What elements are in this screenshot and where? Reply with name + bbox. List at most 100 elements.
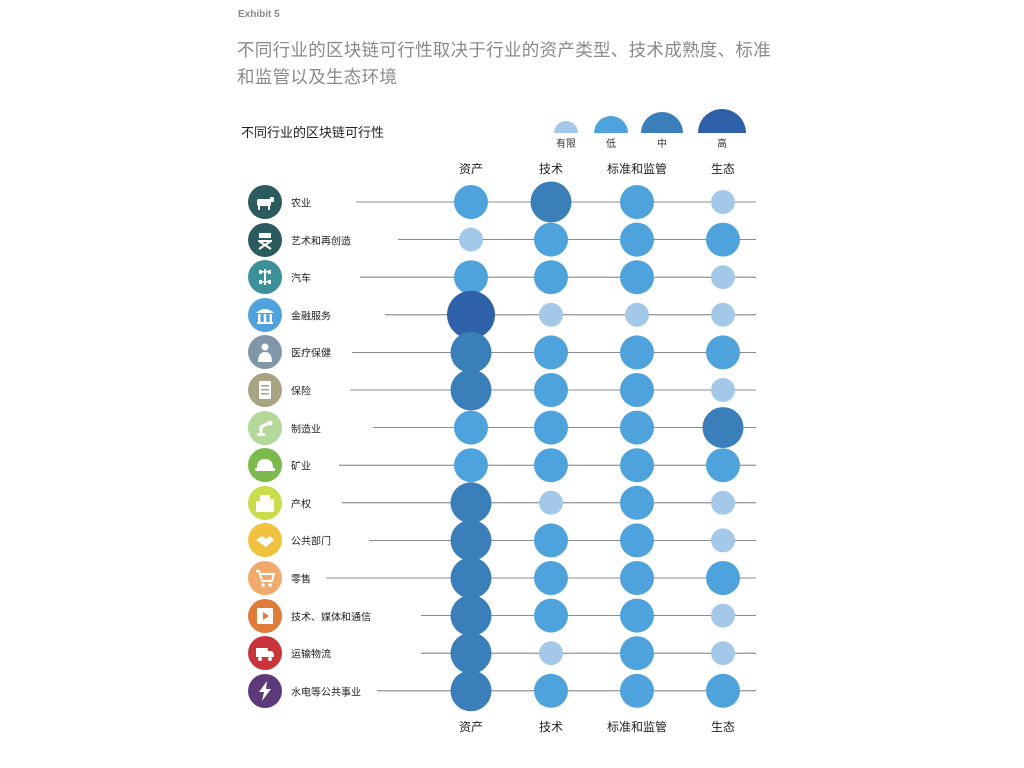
bubble-13-0 [450,670,492,712]
row-label: 产权 [291,499,311,511]
media-icon [248,598,282,633]
bubble-9-3 [711,528,735,553]
bubble-12-3 [711,641,735,666]
bubble-11-1 [534,598,568,633]
column-header-top-1: 技术 [538,162,564,176]
legend-swatch-low [594,116,628,133]
bubble-2-3 [711,265,735,290]
bubble-4-1 [534,335,568,370]
bubble-0-1 [530,181,572,223]
bubble-13-1 [534,673,568,708]
bubble-3-1 [539,302,563,327]
bubble-13-3 [706,673,740,708]
robot-arm-icon [248,410,282,445]
doctor-icon [248,335,282,370]
row-label: 农业 [291,198,311,210]
row-label: 医疗保健 [291,348,331,360]
bubble-1-3 [706,222,740,257]
bubble-3-0 [447,290,495,339]
bubble-10-0 [450,557,492,599]
handshake-icon [248,523,282,558]
bubble-10-1 [534,561,568,595]
row-label: 制造业 [291,424,321,436]
bubble-7-2 [620,448,654,483]
legend-label-limited: 有限 [556,139,576,150]
bubble-13-2 [620,673,654,708]
legend-label-mid: 中 [657,139,667,150]
row-label: 艺术和再创造 [291,236,351,248]
bubble-12-2 [620,636,654,671]
row-label: 金融服务 [291,311,331,323]
page-title: 不同行业的区块链可行性取决于行业的资产类型、技术成熟度、标准和监管以及生态环境 [237,41,771,88]
bubble-3-2 [625,302,649,327]
bubble-11-3 [711,603,735,628]
bubble-12-0 [450,632,492,674]
row-label: 汽车 [291,273,311,285]
bubble-1-2 [620,222,654,257]
row-label: 水电等公共事业 [291,687,361,699]
bubble-6-2 [620,410,654,445]
bubble-7-3 [706,448,740,483]
lightning-icon [248,673,282,708]
bubble-4-0 [450,331,492,373]
bubble-0-0 [454,185,488,219]
bubble-10-3 [706,561,740,595]
bubble-9-2 [620,523,654,558]
column-header-bottom-1: 技术 [538,720,564,734]
bubble-6-3 [702,407,744,449]
bubble-3-3 [711,302,735,327]
bubble-1-1 [534,222,568,257]
cart-icon [248,561,282,595]
chart-subtitle: 不同行业的区块链可行性 [241,126,385,141]
bubble-7-1 [534,448,568,483]
bubble-2-2 [620,260,654,295]
bubble-8-3 [711,490,735,515]
building-icon [248,485,282,520]
director-chair-icon [248,222,282,257]
document-icon [248,373,282,407]
legend-swatch-limited [554,121,578,133]
bubble-2-0 [454,260,488,295]
bubble-4-3 [706,335,740,370]
hard-hat-icon [248,448,282,483]
row-label: 保险 [291,386,311,398]
bubble-8-1 [539,490,563,515]
column-header-top-0: 资产 [458,162,484,176]
bubble-8-0 [450,482,492,524]
bank-icon [248,297,282,332]
truck-icon [248,636,282,671]
legend-swatch-mid [641,112,683,133]
bubble-0-2 [620,185,654,219]
legend-swatch-high [698,109,746,133]
row-label: 公共部门 [291,536,331,548]
bubble-5-2 [620,373,654,407]
bubble-2-1 [534,260,568,295]
bubble-6-0 [454,410,488,445]
bubble-10-2 [620,561,654,595]
row-label: 技术、媒体和通信 [291,612,371,624]
bubble-5-0 [450,369,492,411]
bubble-7-0 [454,448,488,483]
exhibit-label: Exhibit 5 [238,9,280,20]
bubble-5-3 [711,378,735,402]
bubble-9-0 [450,519,492,561]
column-header-bottom-2: 标准和监管 [606,720,668,734]
row-label: 运输物流 [291,649,331,661]
row-label: 矿业 [291,461,311,473]
bubble-9-1 [534,523,568,558]
cow-icon [248,185,282,219]
column-header-bottom-3: 生态 [710,720,736,734]
bubble-12-1 [539,641,563,666]
column-header-bottom-0: 资产 [458,720,484,734]
column-header-top-3: 生态 [710,162,736,176]
column-header-top-2: 标准和监管 [606,162,668,176]
bubble-8-2 [620,485,654,520]
bubble-11-2 [620,598,654,633]
legend-label-low: 低 [606,139,616,150]
chassis-icon [248,260,282,295]
row-label: 零售 [291,574,311,586]
bubble-4-2 [620,335,654,370]
legend-label-high: 高 [717,139,727,150]
bubble-6-1 [534,410,568,445]
